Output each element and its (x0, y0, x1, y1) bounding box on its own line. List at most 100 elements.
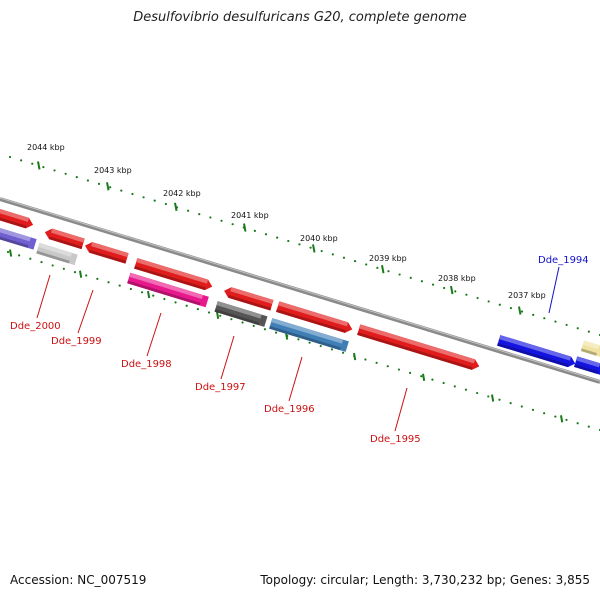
outer-scale-dot (554, 320, 557, 323)
inner-scale-dot (464, 388, 468, 391)
outer-scale-dot (253, 229, 257, 232)
inner-scale-dot (487, 395, 490, 398)
gene-label[interactable]: Dde_1998 (121, 359, 172, 370)
scale-label: 2038 kbp (438, 274, 476, 283)
inner-scale-dot (207, 311, 211, 314)
outer-scale-dot (20, 159, 23, 162)
outer-scale-dot (331, 253, 334, 256)
outer-scale-dot (31, 162, 34, 165)
outer-scale-dot (398, 273, 401, 276)
inner-scale-dot (453, 385, 456, 388)
gene-feature (134, 258, 213, 291)
inner-scale-dot (409, 371, 412, 375)
gene-feature (36, 242, 78, 266)
outer-scale-dot (287, 239, 290, 243)
inner-scale-dot (386, 365, 389, 368)
outer-scale-dot (532, 313, 535, 316)
inner-scale-dot (241, 321, 244, 324)
outer-scale-dot (42, 165, 45, 169)
scale-label: 2041 kbp (231, 211, 269, 220)
inner-scale-dot (73, 271, 77, 274)
outer-scale-dot (75, 176, 78, 179)
outer-scale-dot (454, 290, 457, 293)
accession-text: Accession: NC_007519 (10, 573, 147, 587)
gene-label[interactable]: Dde_1997 (195, 382, 246, 393)
outer-scale-dot (231, 223, 234, 226)
inner-scale-dot (6, 250, 10, 254)
major-tick (9, 249, 13, 257)
outer-scale-dot (565, 323, 568, 327)
gene-feature (214, 301, 268, 327)
major-tick (518, 306, 522, 315)
gene-leader-line (394, 387, 408, 432)
inner-scale-dot (118, 284, 121, 287)
outer-scale-dot (320, 249, 323, 253)
inner-scale-dot (252, 324, 255, 327)
outer-scale-dot (420, 280, 423, 283)
inner-scale-dot (51, 264, 54, 267)
gene-label[interactable]: Dde_1996 (264, 404, 315, 415)
major-tick (312, 244, 316, 253)
inner-scale-dot (96, 277, 99, 280)
outer-scale-dot (131, 192, 134, 196)
gene-label[interactable]: Dde_1999 (51, 336, 102, 347)
major-tick (450, 285, 454, 295)
inner-scale-dot (174, 301, 177, 304)
gene-leader-line (548, 266, 560, 314)
inner-scale-dot (185, 304, 188, 307)
gene-label[interactable]: Dde_1994 (538, 255, 589, 266)
outer-scale-dot (153, 199, 156, 202)
gene-features (0, 207, 600, 376)
outer-scale-dot (376, 266, 379, 269)
scale-label: 2040 kbp (300, 234, 338, 243)
outer-scale-dot (498, 303, 501, 306)
inner-scale-dot (219, 314, 222, 317)
inner-scale-dot (297, 338, 300, 341)
gene-feature (357, 324, 480, 370)
gene-feature (224, 287, 274, 311)
inner-scale-dot (263, 328, 267, 331)
major-tick (422, 373, 426, 381)
inner-scale-dot (509, 402, 512, 405)
outer-scale-dot (187, 209, 190, 212)
major-tick (216, 311, 220, 320)
inner-scale-dot (587, 425, 590, 428)
gene-leader-line (77, 289, 94, 334)
inner-scale-dot (442, 381, 445, 385)
gene-leader-line (288, 356, 303, 402)
inner-scale-dot (29, 257, 32, 260)
outer-scale-dot (409, 276, 412, 280)
outer-scale-dot (543, 317, 546, 320)
inner-scale-dot (107, 281, 110, 284)
major-tick (381, 265, 385, 274)
scale-label: 2044 kbp (27, 143, 65, 152)
inner-scale-dot (431, 378, 434, 381)
outer-scale-dot (120, 189, 123, 192)
gene-label[interactable]: Dde_1995 (370, 434, 421, 445)
inner-scale-dot (498, 398, 501, 401)
outer-scale-dot (353, 260, 357, 263)
gene-feature (44, 228, 85, 250)
outer-scale-dot (164, 202, 167, 206)
gene-label[interactable]: Dde_2000 (10, 321, 61, 332)
gene-feature (127, 272, 209, 308)
major-tick (79, 270, 83, 278)
inner-scale-dot (140, 291, 144, 294)
scale-ticks (6, 155, 600, 432)
inner-scale-dot (330, 348, 334, 351)
major-tick (174, 202, 178, 211)
outer-scale-dot (86, 179, 90, 182)
inner-scale-dot (319, 344, 322, 348)
outer-scale-dot (276, 236, 279, 239)
inner-scale-dot (163, 297, 166, 301)
inner-scale-dot (476, 391, 479, 395)
outer-scale-dot (220, 219, 223, 222)
map-title: Desulfovibrio desulfuricans G20, complet… (133, 10, 467, 25)
outer-scale-dot (309, 246, 312, 249)
inner-scale-dot (85, 274, 88, 277)
major-tick (37, 161, 41, 170)
gene-feature (0, 226, 37, 250)
inner-scale-dot (274, 331, 278, 334)
scale-labels: 2044 kbp 2043 kbp 2042 kbp 2041 kbp 2040 kbp… (27, 143, 546, 300)
